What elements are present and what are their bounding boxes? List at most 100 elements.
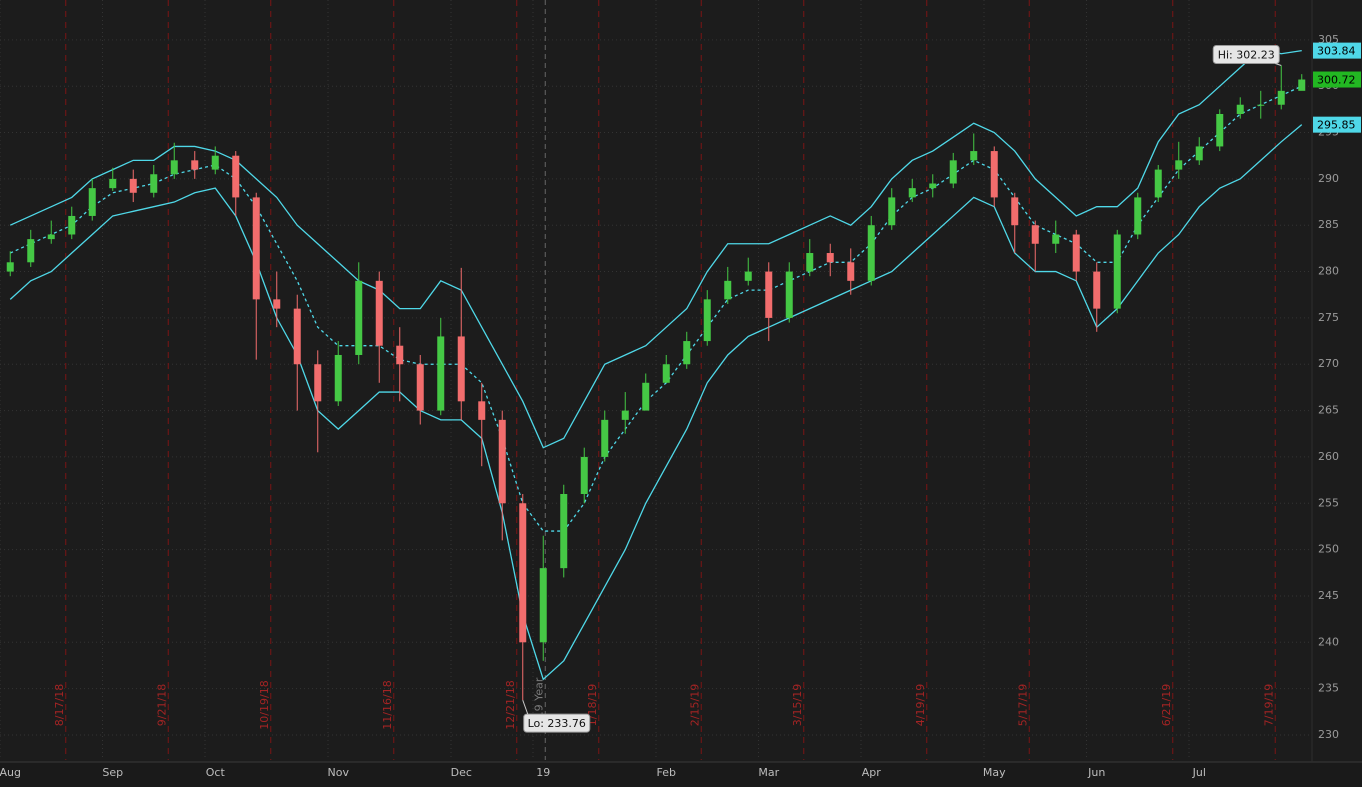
x-tick-label: Sep [102, 766, 123, 779]
candle-body [273, 299, 281, 309]
expiration-label: 7/19/19 [1262, 684, 1275, 726]
annotation-pointer [522, 699, 529, 715]
expiration-label: 12/21/18 [504, 680, 517, 729]
candle-body [601, 419, 609, 457]
x-tick-label: May [983, 766, 1006, 779]
y-tick-label: 260 [1318, 450, 1339, 463]
annotation-box [1212, 45, 1280, 65]
x-tick-label: Dec [451, 766, 472, 779]
x-tick-label: Aug [0, 766, 21, 779]
y-tick-label: 265 [1318, 404, 1339, 417]
expiration-label: 3/15/19 [791, 684, 804, 726]
candle-body [642, 382, 650, 411]
y-tick-label: 305 [1318, 33, 1339, 46]
candle-body [539, 568, 547, 643]
y-tick-label: 230 [1318, 728, 1339, 741]
candle-body [6, 262, 14, 272]
x-tick-label: Oct [206, 766, 226, 779]
candle-body [498, 419, 506, 504]
price-badge-label: 303.84 [1317, 45, 1356, 58]
candle-body [68, 215, 76, 235]
candle-body [847, 262, 855, 281]
candle-body [724, 280, 732, 300]
x-tick-label: Mar [758, 766, 779, 779]
candle-body [826, 253, 834, 263]
candle-body [867, 225, 875, 281]
price-badge-label: 300.72 [1317, 74, 1356, 87]
expiration-label: 4/19/19 [914, 684, 927, 726]
candle-body [560, 494, 568, 569]
band-line [9, 48, 1302, 449]
candle-body [765, 271, 773, 318]
expiration-label: 6/21/19 [1160, 684, 1173, 726]
candle-body [744, 271, 752, 281]
candle-body [1216, 114, 1224, 147]
candle-body [1175, 160, 1183, 170]
candle-body [621, 410, 629, 420]
candle-body [580, 456, 588, 494]
candle-body [191, 160, 199, 170]
candle-body [888, 197, 896, 226]
x-tick-label: Jun [1087, 766, 1105, 779]
candle-body [27, 239, 35, 263]
y-tick-label: 290 [1318, 172, 1339, 185]
candle-body [519, 503, 527, 643]
candle-body [990, 151, 998, 198]
candle-body [1236, 104, 1244, 114]
price-badge-label: 295.85 [1317, 119, 1356, 132]
candle-body [334, 354, 342, 402]
candle-body [1195, 146, 1203, 161]
candle-body [416, 364, 424, 411]
expiration-label: 11/16/18 [381, 680, 394, 729]
candle-body [1011, 197, 1019, 226]
candle-body [1257, 104, 1265, 106]
candle-body [170, 160, 178, 175]
candle-body [355, 280, 363, 355]
candle-body [1277, 90, 1285, 105]
y-tick-label: 245 [1318, 589, 1339, 602]
candle-body [232, 155, 240, 198]
candle-body [908, 188, 916, 198]
candle-body [662, 364, 670, 383]
expiration-label: 10/19/18 [258, 680, 271, 729]
y-tick-label: 270 [1318, 357, 1339, 370]
expiration-label: 5/17/19 [1016, 684, 1029, 726]
x-axis-band [0, 762, 1362, 787]
candle-body [47, 234, 55, 240]
candle-body [1298, 79, 1306, 91]
candle-body [949, 160, 957, 184]
y-tick-label: 285 [1318, 218, 1339, 231]
candle-body [929, 183, 937, 189]
candle-body [109, 178, 117, 189]
candle-body [437, 336, 445, 411]
y-tick-label: 275 [1318, 311, 1339, 324]
candle-body [1072, 234, 1080, 272]
candle-body [703, 299, 711, 342]
candle-body [970, 151, 978, 161]
annotation-box [523, 713, 591, 733]
candle-body [478, 401, 486, 420]
annotation-pointer [1275, 63, 1282, 67]
y-tick-label: 235 [1318, 682, 1339, 695]
candle-body [1134, 197, 1142, 235]
candle-body [1031, 225, 1039, 244]
x-tick-label: Apr [862, 766, 882, 779]
annotation-label: Lo: 233.76 [528, 717, 586, 730]
x-tick-label: Feb [657, 766, 676, 779]
y-tick-label: 280 [1318, 265, 1339, 278]
x-tick-label: 19 [536, 766, 550, 779]
candle-body [293, 308, 301, 365]
band-line [9, 85, 1303, 532]
price-badge [1313, 42, 1361, 59]
expiration-label: 2/15/19 [688, 684, 701, 726]
y-tick-label: 240 [1318, 635, 1339, 648]
candle-body [806, 253, 814, 272]
price-badge [1313, 116, 1361, 133]
candle-body [683, 341, 691, 365]
candle-body [150, 174, 158, 193]
candle-body [396, 345, 404, 365]
candle-body [457, 336, 465, 402]
